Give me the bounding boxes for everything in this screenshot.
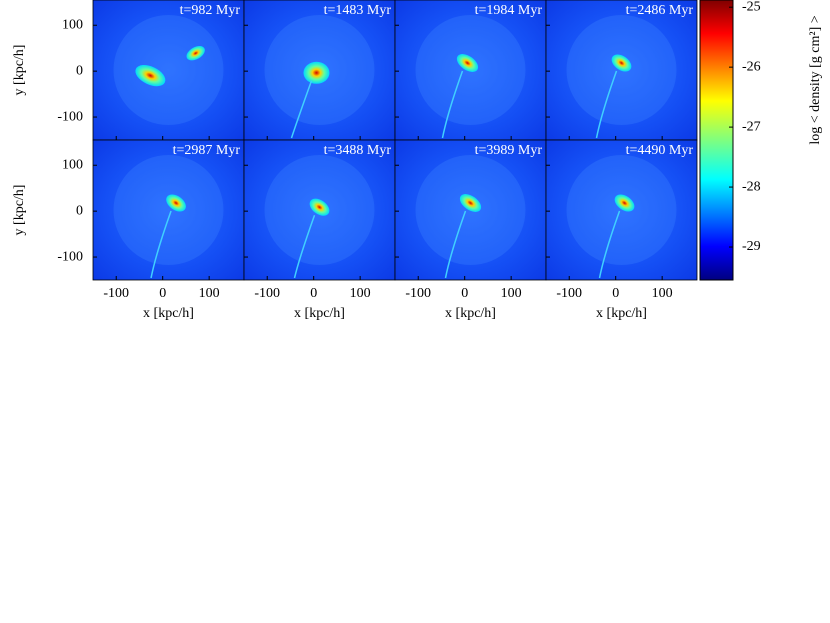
- y-tick-label: 0: [76, 63, 83, 78]
- tidal-stream: [444, 210, 467, 279]
- panel-title: t=4490 Myr: [626, 143, 694, 158]
- x-axis-label: x [kpc/h]: [143, 306, 194, 321]
- y-axis-label: y [kpc/h]: [12, 185, 27, 236]
- x-tick-label: 0: [461, 286, 468, 301]
- y-axis-label: y [kpc/h]: [12, 45, 27, 96]
- x-axis-label: x [kpc/h]: [294, 306, 345, 321]
- panel: t=2987 Myr: [92, 139, 245, 281]
- tidal-stream: [150, 210, 172, 279]
- colorbar-tick-label: -25: [742, 0, 761, 14]
- galaxy: [135, 65, 166, 87]
- galaxy: [456, 54, 479, 72]
- tidal-stream: [441, 70, 464, 139]
- x-axis-label: x [kpc/h]: [445, 306, 496, 321]
- panel-title: t=3989 Myr: [475, 143, 543, 158]
- colorbar: [699, 0, 734, 281]
- panel-title: t=3488 Myr: [324, 143, 392, 158]
- galaxy: [303, 61, 330, 84]
- galaxy: [166, 194, 186, 212]
- panel-title: t=2486 Myr: [626, 3, 694, 18]
- panel: t=2486 Myr: [545, 0, 698, 141]
- x-tick-label: -100: [254, 286, 280, 301]
- colorbar-tick-label: -26: [742, 59, 761, 74]
- halo: [113, 155, 224, 265]
- y-tick-label: 100: [62, 157, 83, 172]
- panel: t=1984 Myr: [394, 0, 547, 141]
- galaxy: [309, 198, 330, 216]
- x-tick-label: 0: [159, 286, 166, 301]
- y-tick-label: -100: [57, 109, 83, 124]
- y-tick-label: 100: [62, 17, 83, 32]
- panel: t=3989 Myr: [394, 139, 547, 281]
- panel-title: t=1483 Myr: [324, 3, 392, 18]
- panel-title: t=1984 Myr: [475, 3, 543, 18]
- halo: [566, 155, 677, 265]
- tidal-stream: [595, 70, 618, 139]
- x-tick-label: -100: [103, 286, 129, 301]
- x-tick-label: 0: [612, 286, 619, 301]
- panel: t=3488 Myr: [243, 139, 396, 281]
- x-tick-label: -100: [556, 286, 582, 301]
- x-tick-label: 100: [350, 286, 371, 301]
- x-tick-label: 100: [652, 286, 673, 301]
- x-tick-label: 100: [199, 286, 220, 301]
- colorbar-tick-label: -27: [742, 119, 761, 134]
- tidal-stream: [290, 80, 313, 139]
- galaxy: [186, 45, 205, 61]
- x-axis-label: x [kpc/h]: [596, 306, 647, 321]
- panel: t=982 Myr: [92, 0, 245, 141]
- tidal-stream: [598, 210, 621, 279]
- colorbar-tick-label: -28: [742, 179, 761, 194]
- x-tick-label: -100: [405, 286, 431, 301]
- halo: [113, 15, 224, 125]
- galaxy: [459, 194, 482, 212]
- panel: t=1483 Myr: [243, 0, 396, 141]
- galaxy: [611, 54, 632, 72]
- galaxy: [614, 194, 635, 212]
- panel-image: [545, 139, 698, 281]
- tidal-stream: [293, 214, 316, 279]
- panel-image: [92, 139, 245, 281]
- panel: t=4490 Myr: [545, 139, 698, 281]
- x-tick-label: 0: [310, 286, 317, 301]
- panel-image: [92, 0, 245, 141]
- panel-title: t=982 Myr: [180, 3, 241, 18]
- panel-title: t=2987 Myr: [173, 143, 241, 158]
- y-tick-label: 0: [76, 203, 83, 218]
- colorbar-label: log < density [g cm²] >: [808, 15, 823, 144]
- x-tick-label: 100: [501, 286, 522, 301]
- y-tick-label: -100: [57, 249, 83, 264]
- colorbar-tick-label: -29: [742, 239, 761, 254]
